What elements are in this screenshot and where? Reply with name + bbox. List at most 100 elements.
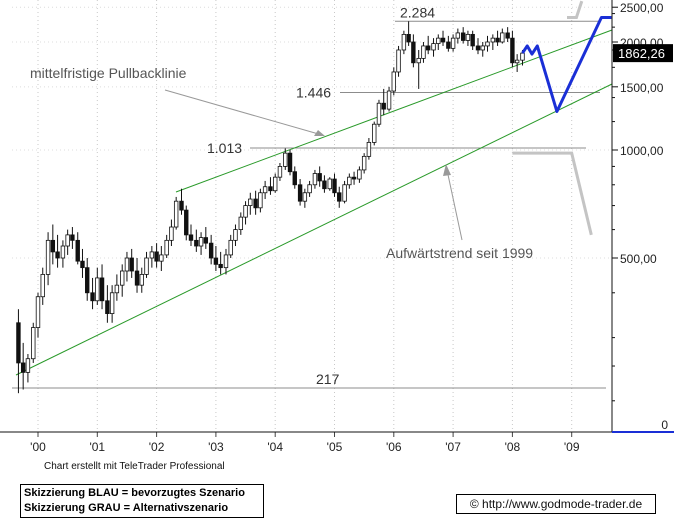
candle-body [129, 257, 134, 272]
candle-body [495, 37, 500, 43]
candle-body [25, 358, 31, 373]
candle-body [283, 152, 288, 167]
candle-body [258, 192, 263, 209]
candle-body [351, 176, 357, 180]
candle-body [55, 251, 60, 259]
candle-body [188, 234, 194, 241]
x-tick-label: '04 [267, 440, 283, 454]
candle-body [287, 152, 293, 173]
y-tick-label: 1500,00 [620, 81, 664, 95]
scenario-legend: Skizzierung BLAU = bevorzugtes Szenario … [20, 484, 264, 518]
candle-body [455, 32, 461, 39]
last-price-marker: 1862,26 [613, 44, 673, 63]
candle-body [480, 45, 485, 51]
candle-body [169, 226, 174, 241]
candle-body [233, 229, 238, 241]
candle-body [253, 198, 258, 209]
candle-body [475, 45, 481, 51]
candle-body [520, 52, 525, 61]
candle-body [109, 292, 115, 314]
candle-body [421, 45, 426, 59]
x-tick-label: '09 [564, 440, 580, 454]
candle-body [90, 292, 95, 302]
candle-body [238, 216, 244, 230]
candle-body [218, 263, 223, 269]
legend-gray: Skizzierung GRAU = Alternativszenario [24, 502, 229, 514]
y-tick-label: 0 [661, 418, 668, 432]
pullback-arrowhead [314, 130, 325, 136]
candle-body [35, 296, 41, 328]
candle-body [248, 198, 253, 206]
candle-body [376, 102, 382, 125]
candle-body [391, 71, 396, 92]
candle-body [500, 32, 505, 43]
horizontal-levels: 2.284 1.446 1.013 217 [12, 4, 606, 389]
candle-body [297, 184, 303, 202]
level-label: 1.446 [296, 85, 331, 101]
last-price-label: 1862,26 [618, 46, 665, 61]
candle-body [154, 251, 159, 262]
annotations: mittelfristige Pullbacklinie Aufwärtstren… [30, 65, 533, 261]
level-label: 1.013 [207, 140, 242, 156]
pullback-pointer [164, 89, 323, 136]
candle-body [262, 186, 268, 194]
candle-body [208, 242, 214, 259]
candle-body [425, 45, 431, 51]
candle-body [372, 123, 377, 143]
candle-body [40, 274, 45, 298]
uptrend-arrowhead [443, 164, 451, 176]
candle-body [16, 322, 21, 364]
candle-body [431, 43, 436, 51]
candle-body [134, 270, 140, 286]
scenario-gray-lower-path [512, 151, 593, 236]
source-link[interactable]: © http://www.godmode-trader.de [456, 494, 656, 514]
candle-body [60, 245, 66, 259]
candle-body [485, 41, 490, 47]
candle-body [465, 33, 471, 41]
x-tick-label: '03 [208, 440, 224, 454]
scenario-gray-path [567, 0, 584, 19]
candle-body [460, 32, 466, 41]
y-tick-label: 2500,00 [620, 1, 664, 15]
candle-body [272, 176, 278, 192]
candle-body [85, 267, 90, 294]
candle-body [75, 239, 80, 262]
candle-body [173, 200, 179, 228]
candle-body [139, 274, 144, 286]
candle-body [510, 37, 515, 64]
candle-body [179, 200, 184, 211]
x-tick-label: '06 [386, 440, 402, 454]
candle-body [505, 32, 510, 39]
x-tick-label: '08 [505, 440, 521, 454]
candle-body [440, 37, 446, 43]
candle-body [45, 239, 51, 275]
candle-body [120, 270, 125, 286]
candle-body [277, 166, 283, 178]
candle-body [124, 257, 130, 272]
candle-body [80, 260, 85, 269]
candle-body [347, 176, 352, 186]
candle-body [31, 327, 36, 360]
candle-body [411, 41, 416, 64]
candle-body [342, 184, 347, 202]
y-tick-label: 500,00 [620, 252, 657, 266]
candle-body [213, 257, 219, 265]
candle-body [470, 33, 475, 47]
candle-body [322, 180, 327, 190]
candle-body [357, 169, 362, 180]
candle-body [95, 277, 100, 302]
candle-body [337, 192, 342, 202]
candle-body [396, 49, 401, 73]
x-tick-label: '05 [327, 440, 343, 454]
candle-body [20, 362, 26, 373]
legend-blue: Skizzierung BLAU = bevorzugtes Szenario [24, 487, 245, 499]
last-price-box [613, 44, 673, 63]
scenario-blue-path [521, 16, 612, 113]
candle-body [307, 184, 312, 194]
uptrend-pointer [446, 169, 463, 241]
level-label: 2.284 [400, 4, 435, 20]
candle-body [149, 251, 155, 259]
candle-body [203, 237, 209, 244]
candle-body [436, 37, 441, 44]
